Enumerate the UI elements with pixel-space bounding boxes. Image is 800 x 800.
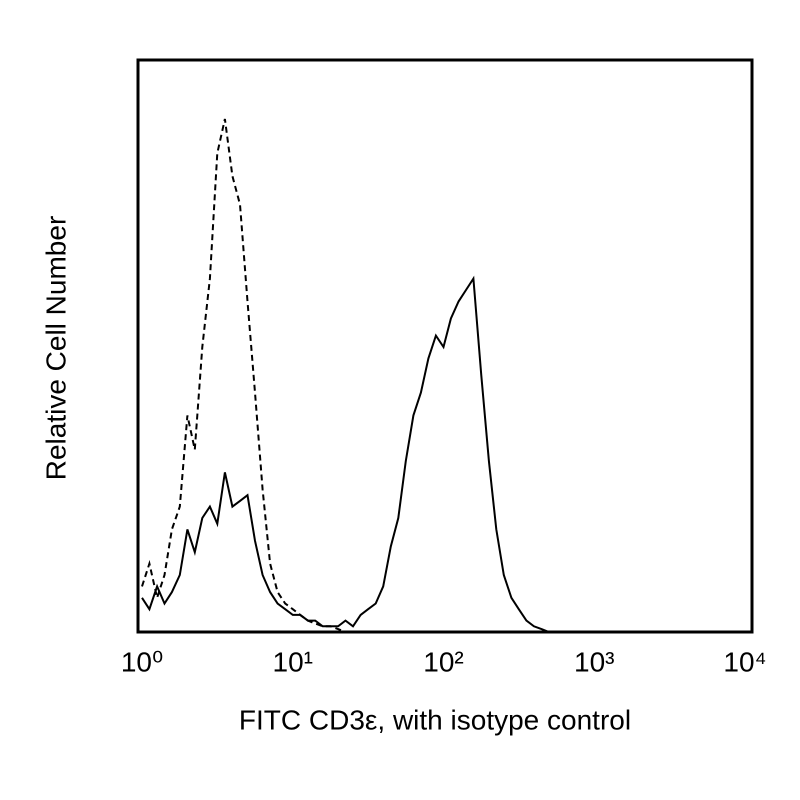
x-tick-label: 10⁰ (121, 646, 163, 677)
x-tick-label: 10⁴ (723, 646, 766, 677)
x-tick-label: 10¹ (273, 646, 313, 677)
x-tick-label: 10² (423, 646, 463, 677)
solid-line (141, 275, 550, 633)
plot-frame (136, 58, 754, 634)
y-axis-label: Relative Cell Number (40, 216, 71, 481)
x-tick-label: 10³ (574, 646, 614, 677)
x-axis-label: FITC CD3ε, with isotype control (239, 704, 631, 735)
dashed-line (141, 118, 346, 633)
